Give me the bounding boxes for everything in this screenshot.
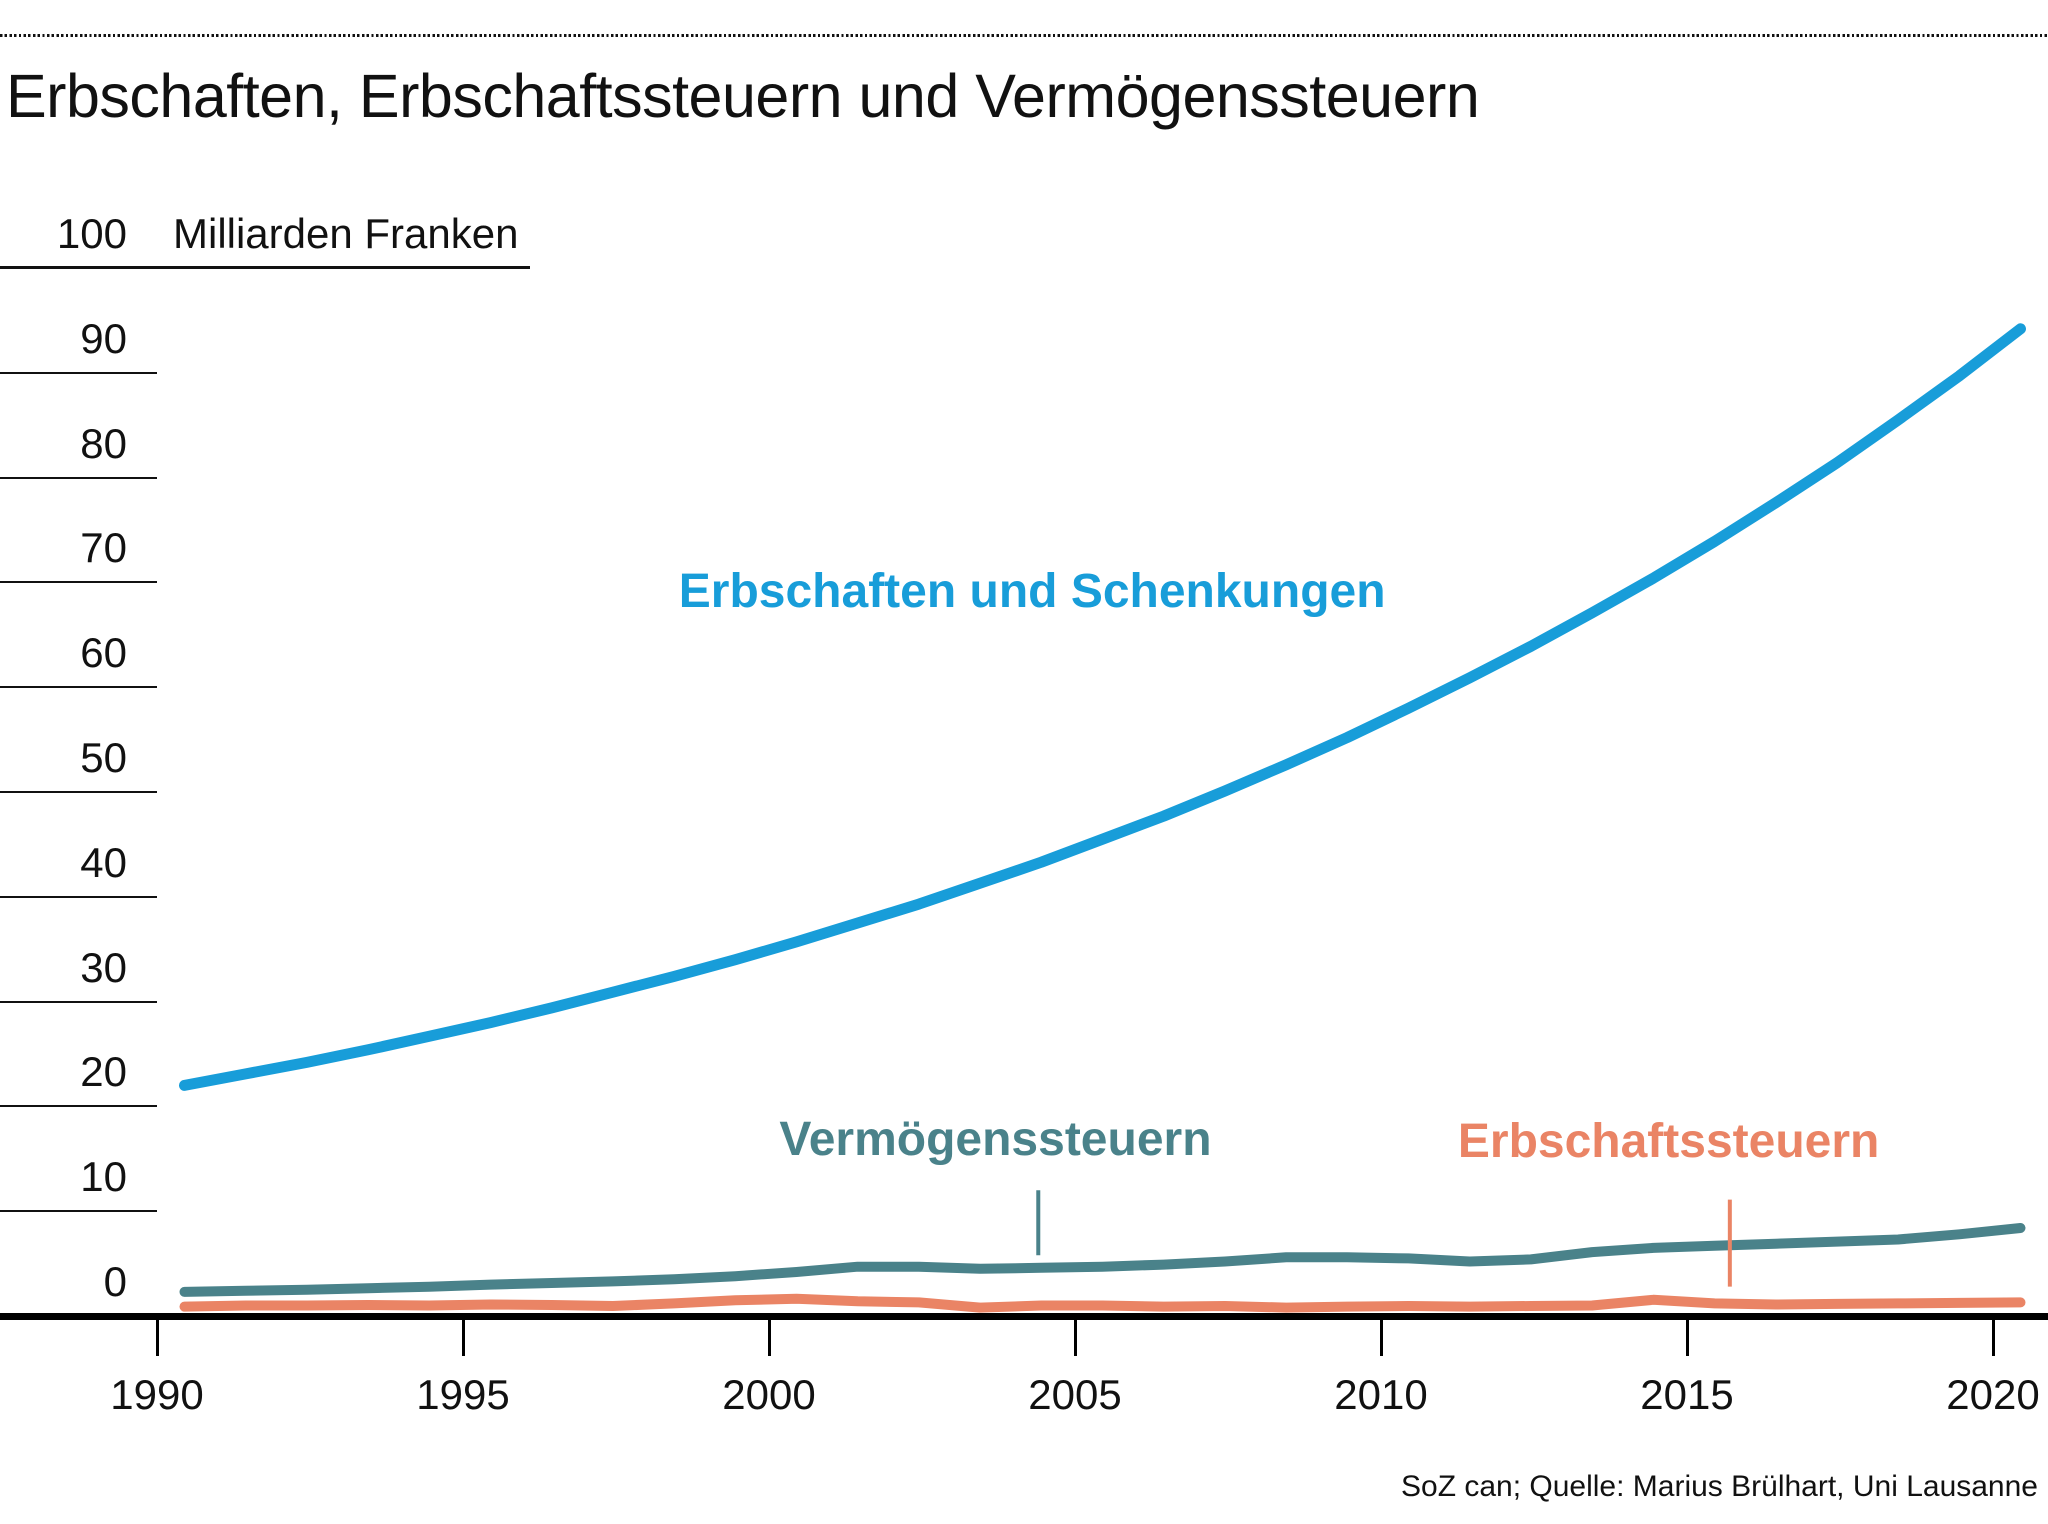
x-axis-tick-label-2020: 2020 (1946, 1371, 2040, 1418)
y-axis-tick-label-30: 30 (80, 943, 127, 991)
y-gridline-20 (0, 1105, 157, 1108)
y-gridline-50 (0, 791, 157, 793)
erbschaften-und-schenkungen-line (179, 323, 2026, 1091)
y-axis-tick-label-80: 80 (80, 419, 127, 467)
series-label-vermoegenssteuern: Vermögenssteuern (779, 1112, 1212, 1166)
series-label-erbschaftssteuern: Erbschaftssteuern (1457, 1115, 1880, 1169)
y-gridline-60 (0, 686, 157, 689)
y-axis-header-rule (0, 266, 530, 269)
y-gridline-10 (0, 1210, 157, 1213)
x-axis-tick-label-2000: 2000 (722, 1371, 816, 1418)
source-credit: SoZ can; Quelle: Marius Brülhart, Uni La… (1401, 1470, 2038, 1503)
y-axis-tick-label-40: 40 (80, 838, 127, 886)
y-axis-tick-label-0: 0 (103, 1258, 127, 1305)
x-tick-1995 (461, 1320, 465, 1356)
x-tick-2020 (1991, 1320, 1995, 1356)
y-axis-unit-label: Milliarden Franken (173, 210, 519, 257)
vermoegenssteuern-line (179, 1223, 2026, 1297)
top-dotted-rule (0, 34, 2048, 37)
x-tick-2015 (1685, 1320, 1689, 1356)
y-axis-tick-label-70: 70 (80, 524, 127, 572)
y-axis-tick-label-20: 20 (80, 1048, 127, 1096)
x-axis-tick-label-2005: 2005 (1028, 1371, 1122, 1418)
y-axis-tick-label-10: 10 (80, 1153, 127, 1201)
y-gridline-80 (0, 476, 157, 479)
x-axis-tick-label-2010: 2010 (1334, 1371, 1428, 1418)
x-axis-tick-label-1990: 1990 (110, 1371, 204, 1418)
y-gridline-40 (0, 895, 157, 898)
chart-title: Erbschaften, Erbschaftssteuern und Vermö… (6, 62, 1480, 130)
x-tick-2005 (1073, 1320, 1077, 1356)
y-gridline-70 (0, 581, 157, 584)
x-axis-tick-label-2015: 2015 (1640, 1371, 1734, 1418)
y-gridline-90 (0, 371, 157, 374)
y-axis-tick-label-50: 50 (80, 734, 127, 781)
y-axis-tick-label-90: 90 (80, 314, 127, 362)
x-tick-2010 (1379, 1320, 1383, 1356)
y-axis-tick-label-60: 60 (80, 629, 127, 677)
x-axis-tick-label-1995: 1995 (416, 1371, 510, 1418)
erbschaftssteuern-line (179, 1293, 2026, 1313)
y-gridline-30 (0, 1000, 157, 1003)
y-axis-top-tick-label: 100 (56, 210, 127, 257)
x-tick-2000 (767, 1320, 771, 1356)
x-tick-1990 (155, 1320, 159, 1356)
x-axis-line (0, 1313, 2048, 1320)
series-label-erbschaften-und-schenkungen: Erbschaften und Schenkungen (678, 564, 1386, 618)
